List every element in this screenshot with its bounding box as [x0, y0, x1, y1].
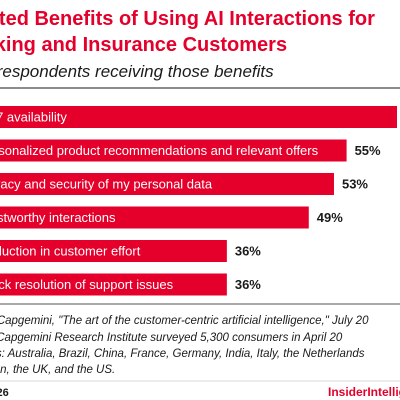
source-line-4: Sweden, the UK, and the US.: [0, 364, 115, 376]
chart-title-line-2: Banking and Insurance Customers: [0, 34, 287, 56]
source-line-2: Methodology: Capgemini Research Institut…: [0, 332, 343, 344]
bar-label-3: Privacy and security of my personal data: [0, 177, 213, 192]
bar-label-6: Quick resolution of support issues: [0, 277, 174, 292]
value-label-3: 53%: [342, 177, 368, 192]
bars-group: 24/7 availability63%Personalized product…: [0, 106, 397, 296]
bar-3: [0, 173, 334, 195]
bar-label-4: Trustworthy interactions: [0, 210, 116, 225]
bar-label-1: 24/7 availability: [0, 110, 67, 125]
bar-1: [0, 106, 397, 128]
bar-6: [0, 273, 227, 296]
value-label-6: 36%: [235, 277, 261, 292]
footer-brand: InsiderIntelligence: [328, 385, 400, 399]
source-line-1: Source: Capgemini, "The art of the custo…: [0, 315, 369, 327]
bar-5: [0, 240, 227, 262]
bar-label-5: Reduction in customer effort: [0, 244, 141, 259]
chart-title-line-1: Expected Benefits of Using AI Interactio…: [0, 8, 375, 30]
source-line-3: countries: Australia, Brazil, China, Fra…: [0, 348, 365, 360]
value-label-4: 49%: [317, 210, 343, 225]
bar-4: [0, 206, 309, 229]
value-label-2: 55%: [355, 143, 381, 158]
value-label-5: 36%: [235, 244, 261, 259]
footer-id: 238626: [0, 387, 9, 399]
chart-subtitle: % of respondents receiving those benefit…: [0, 62, 274, 81]
bar-2: [0, 139, 347, 162]
bar-label-2: Personalized product recommendations and…: [0, 143, 319, 158]
